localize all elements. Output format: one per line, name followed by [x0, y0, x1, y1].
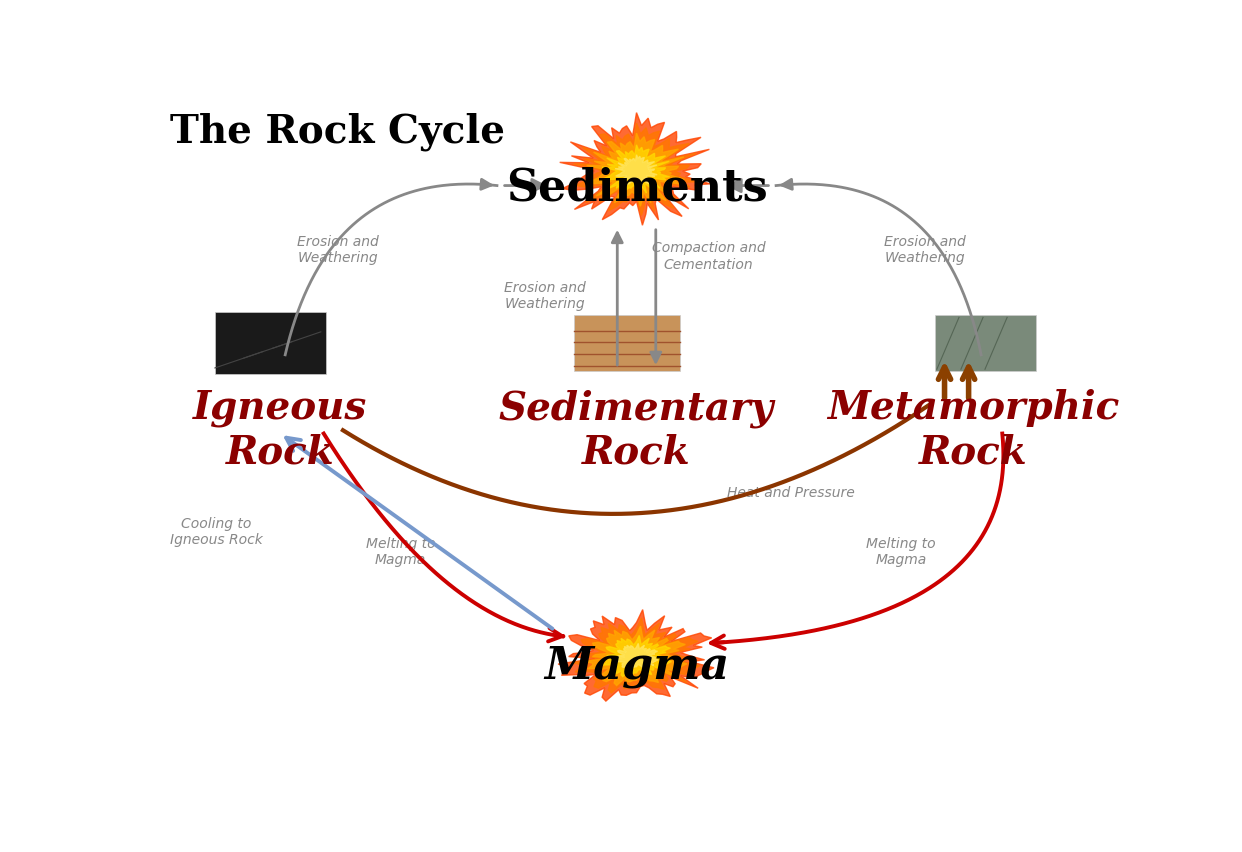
- Polygon shape: [574, 124, 697, 216]
- Text: Magma: Magma: [544, 645, 729, 688]
- Polygon shape: [615, 643, 658, 669]
- Text: Erosion and
Weathering: Erosion and Weathering: [297, 235, 379, 265]
- Polygon shape: [573, 618, 700, 693]
- Text: Melting to
Magma: Melting to Magma: [867, 537, 936, 567]
- Text: Erosion and
Weathering: Erosion and Weathering: [884, 235, 966, 265]
- Text: Heat and Pressure: Heat and Pressure: [727, 486, 854, 499]
- Text: The Rock Cycle: The Rock Cycle: [170, 112, 504, 151]
- Polygon shape: [560, 112, 710, 225]
- Polygon shape: [601, 636, 672, 676]
- Polygon shape: [586, 133, 684, 206]
- Text: Compaction and
Cementation: Compaction and Cementation: [652, 241, 765, 272]
- Polygon shape: [615, 155, 657, 187]
- Text: Sedimentary
Rock: Sedimentary Rock: [499, 389, 774, 471]
- Polygon shape: [602, 145, 669, 195]
- Bar: [215, 312, 325, 375]
- Bar: [574, 315, 679, 371]
- Polygon shape: [585, 626, 687, 686]
- Polygon shape: [558, 610, 714, 701]
- Text: Sediments: Sediments: [505, 166, 768, 209]
- Text: Melting to
Magma: Melting to Magma: [366, 537, 436, 567]
- Text: Cooling to
Igneous Rock: Cooling to Igneous Rock: [169, 517, 262, 547]
- Bar: [935, 315, 1036, 371]
- Text: Erosion and
Weathering: Erosion and Weathering: [504, 280, 586, 311]
- Text: Metamorphic
Rock: Metamorphic Rock: [827, 389, 1119, 471]
- Text: Igneous
Rock: Igneous Rock: [194, 389, 368, 471]
